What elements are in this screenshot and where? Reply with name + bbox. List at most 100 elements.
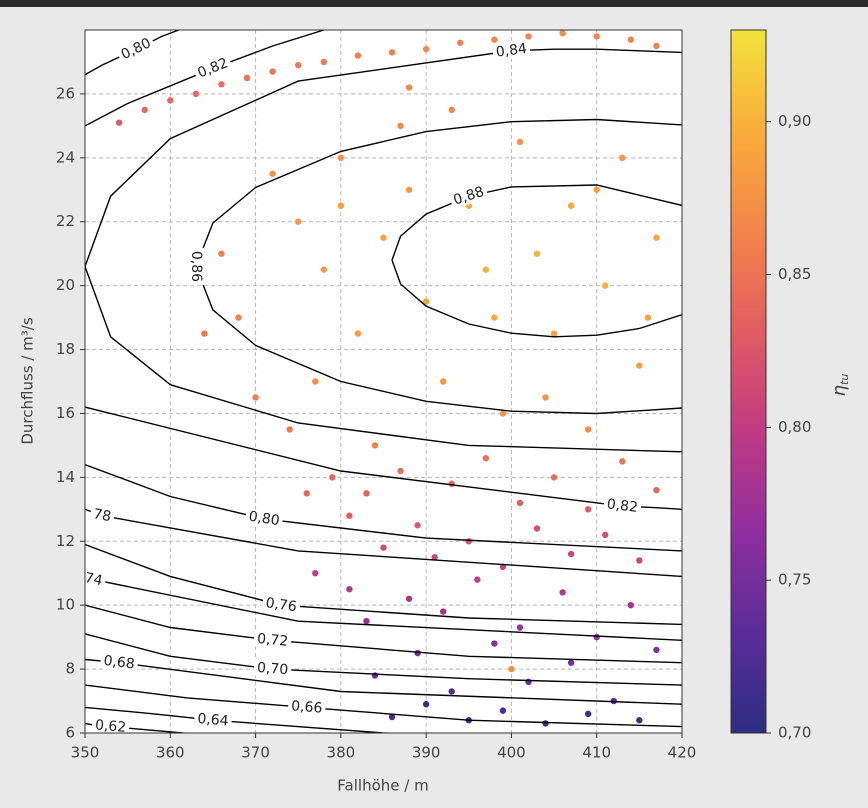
scatter-point <box>516 624 524 631</box>
colorbar-tick-label: 0,85 <box>778 265 811 283</box>
contour-label: 0,66 <box>291 698 323 716</box>
y-tick-label: 6 <box>65 724 75 742</box>
contour-label: 0,86 <box>188 251 204 282</box>
scatter-point <box>269 170 276 177</box>
scatter-point <box>431 554 438 561</box>
contour-label: 0,64 <box>197 711 229 730</box>
scatter-point <box>550 474 558 481</box>
scatter-point <box>380 234 387 241</box>
contour-label-bg <box>287 697 326 717</box>
contour-label-group: 0,76 <box>261 594 301 616</box>
scatter-point <box>542 720 549 727</box>
contour-label-group: 0,72 <box>253 630 292 651</box>
x-tick-label: 380 <box>327 744 356 762</box>
contour-label-bg <box>253 659 292 679</box>
scatter-point <box>320 266 327 273</box>
scatter-point <box>440 378 447 385</box>
scatter-point <box>559 30 566 37</box>
scatter-point <box>405 186 413 193</box>
scatter-point <box>567 659 575 666</box>
scatter-point <box>295 218 302 225</box>
contour-label-group: 0,64 <box>193 710 233 730</box>
contour-line <box>391 259 682 338</box>
scatter-point <box>636 557 643 564</box>
scatter-point <box>422 298 430 305</box>
scatter-point <box>627 36 635 43</box>
scatter-point <box>602 282 609 289</box>
scatter-point <box>619 154 626 162</box>
contour-label-bg <box>99 652 139 673</box>
scatter-point <box>269 68 276 75</box>
contour-label: 0,80 <box>247 509 280 530</box>
contour-label-bg <box>91 716 130 733</box>
scatter-point <box>482 454 490 462</box>
scatter-point <box>653 486 660 494</box>
contour-label-bg <box>192 54 234 83</box>
scatter-points <box>115 30 660 727</box>
scatter-point <box>405 84 413 91</box>
scatter-point <box>141 106 148 114</box>
x-tick-label: 360 <box>156 744 185 762</box>
top-bar <box>0 0 868 7</box>
scatter-point <box>457 39 464 46</box>
scatter-point <box>440 608 447 615</box>
scatter-point <box>584 426 592 433</box>
scatter-point <box>516 499 524 507</box>
scatter-point <box>542 394 549 401</box>
scatter-point <box>636 362 643 369</box>
scatter-point <box>653 42 660 50</box>
y-tick-label: 24 <box>56 148 75 166</box>
contour-label-group: 0,68 <box>99 652 139 673</box>
contour-label: 0,84 <box>495 41 528 61</box>
scatter-point <box>388 713 396 721</box>
scatter-point <box>653 234 660 241</box>
scatter-point <box>593 33 600 40</box>
scatter-point <box>584 506 592 513</box>
y-tick-label: 12 <box>56 532 75 550</box>
y-tick-label: 16 <box>56 404 75 422</box>
scatter-point <box>354 52 362 59</box>
scatter-point <box>491 640 498 647</box>
contour-label-group: 74 <box>85 569 107 590</box>
contour-label-group: 0,84 <box>491 40 531 62</box>
scatter-point <box>252 394 259 401</box>
colorbar-tick-label: 0,90 <box>778 112 811 130</box>
scatter-point <box>550 330 558 337</box>
x-tick-label: 350 <box>71 744 100 762</box>
scatter-point <box>593 186 600 193</box>
contour-label-bg <box>261 594 301 616</box>
plot-frame <box>84 29 683 734</box>
contour-label-group: 78 <box>88 505 116 526</box>
scatter-point <box>363 617 370 625</box>
scatter-point <box>448 480 455 487</box>
scatter-point <box>465 538 472 545</box>
colorbar-axis: 0,70 0,75 0,80 0,85 0,90 <box>766 112 811 742</box>
scatter-point <box>448 688 455 695</box>
scatter-point <box>320 58 327 66</box>
y-axis-label: Durchfluss / m³/s <box>19 317 37 445</box>
contour-label-bg <box>602 496 642 517</box>
scatter-point <box>567 550 575 558</box>
contours: 0,800,820,840,860,880,820,80780,76740,72… <box>85 30 682 733</box>
scatter-point <box>448 106 455 114</box>
scatter-point <box>388 49 396 56</box>
scatter-point <box>627 601 635 609</box>
contour-label-bg <box>193 710 233 730</box>
y-tick-label: 18 <box>56 340 75 358</box>
scatter-point <box>525 33 532 40</box>
colorbar-tick-label: 0,75 <box>778 571 811 589</box>
scatter-point <box>329 474 336 481</box>
scatter-point <box>644 314 652 321</box>
scatter-point <box>533 525 541 532</box>
contour-label-bg <box>115 33 157 65</box>
colorbar-subscript: tu <box>838 374 851 385</box>
scatter-point <box>235 314 242 321</box>
scatter-point <box>516 138 524 146</box>
scatter-point <box>337 202 345 209</box>
x-tick-label: 420 <box>668 744 697 762</box>
scatter-point <box>593 633 600 641</box>
x-tick-label: 400 <box>497 744 526 762</box>
scatter-point <box>491 314 498 321</box>
contour-label-bg <box>448 182 489 210</box>
scatter-point <box>653 646 660 654</box>
